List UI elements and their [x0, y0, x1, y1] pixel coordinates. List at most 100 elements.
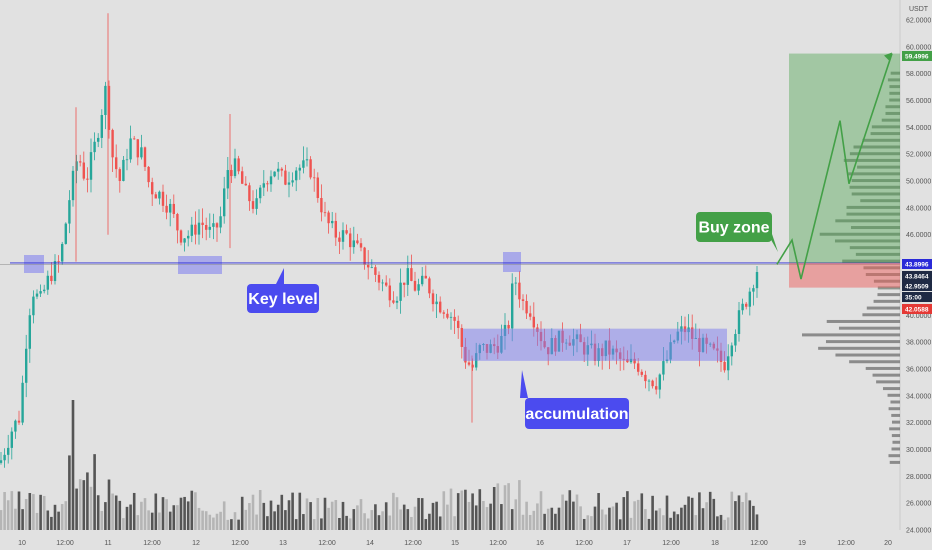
volume-bar: [118, 500, 122, 530]
candle-body: [154, 194, 157, 199]
x-tick-label: 12:00: [318, 540, 336, 547]
volume-bar: [629, 517, 633, 530]
candle-body: [79, 161, 82, 163]
key-level-box: [503, 252, 521, 272]
volume-bar: [579, 506, 582, 530]
volume-bar: [712, 498, 716, 530]
candle-body: [424, 275, 427, 279]
volume-bar: [60, 504, 64, 530]
volume-bar: [78, 479, 82, 530]
volume-bar: [568, 490, 572, 530]
volume-bar: [582, 518, 586, 530]
candle-body: [233, 158, 237, 177]
volume-profile-bar: [882, 387, 900, 391]
volume-profile-bar: [889, 460, 900, 464]
candle-body: [381, 282, 384, 284]
volume-profile-bar: [889, 91, 900, 95]
volume-bar: [251, 494, 255, 530]
candle-body: [435, 301, 438, 305]
volume-bar: [593, 506, 597, 530]
candle-body: [417, 284, 420, 291]
volume-bar: [381, 511, 384, 530]
volume-bar: [143, 498, 147, 530]
volume-profile-bar: [871, 125, 900, 129]
candle-body: [651, 380, 654, 387]
volume-profile-group: [802, 71, 900, 464]
volume-bar: [478, 489, 482, 530]
volume-bar: [532, 510, 536, 530]
volume-bar: [370, 510, 374, 530]
y-tick-label: 32.0000: [906, 420, 931, 427]
accumulation-box: [525, 398, 629, 429]
candle-body: [305, 159, 309, 161]
volume-bar: [726, 517, 730, 530]
volume-profile-bar: [826, 319, 900, 323]
volume-bar: [89, 486, 93, 530]
candle-body: [385, 282, 388, 286]
volume-bar: [168, 511, 172, 530]
candle-body: [748, 291, 751, 307]
candle-body: [46, 275, 49, 290]
volume-bar: [406, 509, 410, 530]
candle-body: [151, 182, 154, 195]
volume-bar: [248, 503, 251, 530]
y-tick-label: 38.0000: [906, 340, 931, 347]
y-tick-label: 52.0000: [906, 152, 931, 159]
candle-body: [25, 348, 28, 383]
volume-bar: [536, 503, 539, 530]
volume-bar: [327, 507, 330, 530]
candle-body: [147, 166, 150, 183]
x-tick-label: 20: [884, 540, 892, 547]
candle-body: [723, 361, 726, 371]
candle-body: [752, 288, 755, 292]
volume-bar: [284, 510, 287, 530]
price-badge: 43.8996: [902, 259, 932, 269]
candle-body: [230, 170, 233, 177]
volume-bar: [183, 496, 186, 530]
volume-bar: [410, 516, 413, 530]
x-tick-label: 11: [104, 540, 111, 547]
volume-bar: [705, 502, 708, 530]
volume-profile-bar: [855, 252, 900, 256]
candle-body: [183, 238, 186, 243]
volume-bar: [179, 497, 183, 530]
y-tick-label: 40.0000: [906, 313, 931, 320]
volume-bar: [230, 519, 233, 530]
key-level-label: Key level: [248, 291, 317, 308]
volume-bar: [176, 505, 179, 530]
volume-bar: [485, 507, 489, 530]
volume-bar: [474, 505, 478, 530]
target-zone: [789, 53, 900, 263]
volume-bar: [723, 519, 726, 530]
volume-bar: [356, 505, 359, 530]
x-tick-label: 12:00: [662, 540, 680, 547]
candle-body: [136, 139, 139, 158]
x-tick-label: 17: [623, 540, 631, 547]
y-tick-label: 62.0000: [906, 18, 931, 25]
volume-bar: [510, 509, 514, 530]
volume-profile-bar: [891, 413, 900, 417]
volume-bar: [100, 510, 104, 530]
volume-bar: [500, 504, 503, 530]
volume-bar: [39, 494, 42, 530]
volume-profile-bar: [885, 105, 900, 109]
candle-body: [507, 324, 510, 329]
volume-profile-bar: [825, 340, 900, 344]
volume-bar: [75, 488, 78, 530]
y-tick-label: 46.0000: [906, 232, 931, 239]
candle-body: [431, 293, 435, 305]
candle-body: [421, 275, 424, 285]
volume-bar: [219, 511, 222, 530]
volume-profile-bar: [851, 192, 900, 196]
y-tick-label: 24.0000: [906, 528, 931, 535]
candle-body: [187, 235, 190, 239]
volume-profile-bar: [891, 434, 900, 438]
volume-bar: [294, 519, 298, 530]
volume-bar: [597, 493, 600, 530]
candle-body: [194, 224, 197, 235]
volume-bar: [438, 516, 442, 530]
y-tick-label: 36.0000: [906, 366, 931, 373]
volume-profile-bar: [849, 185, 900, 189]
volume-bar: [53, 504, 57, 530]
